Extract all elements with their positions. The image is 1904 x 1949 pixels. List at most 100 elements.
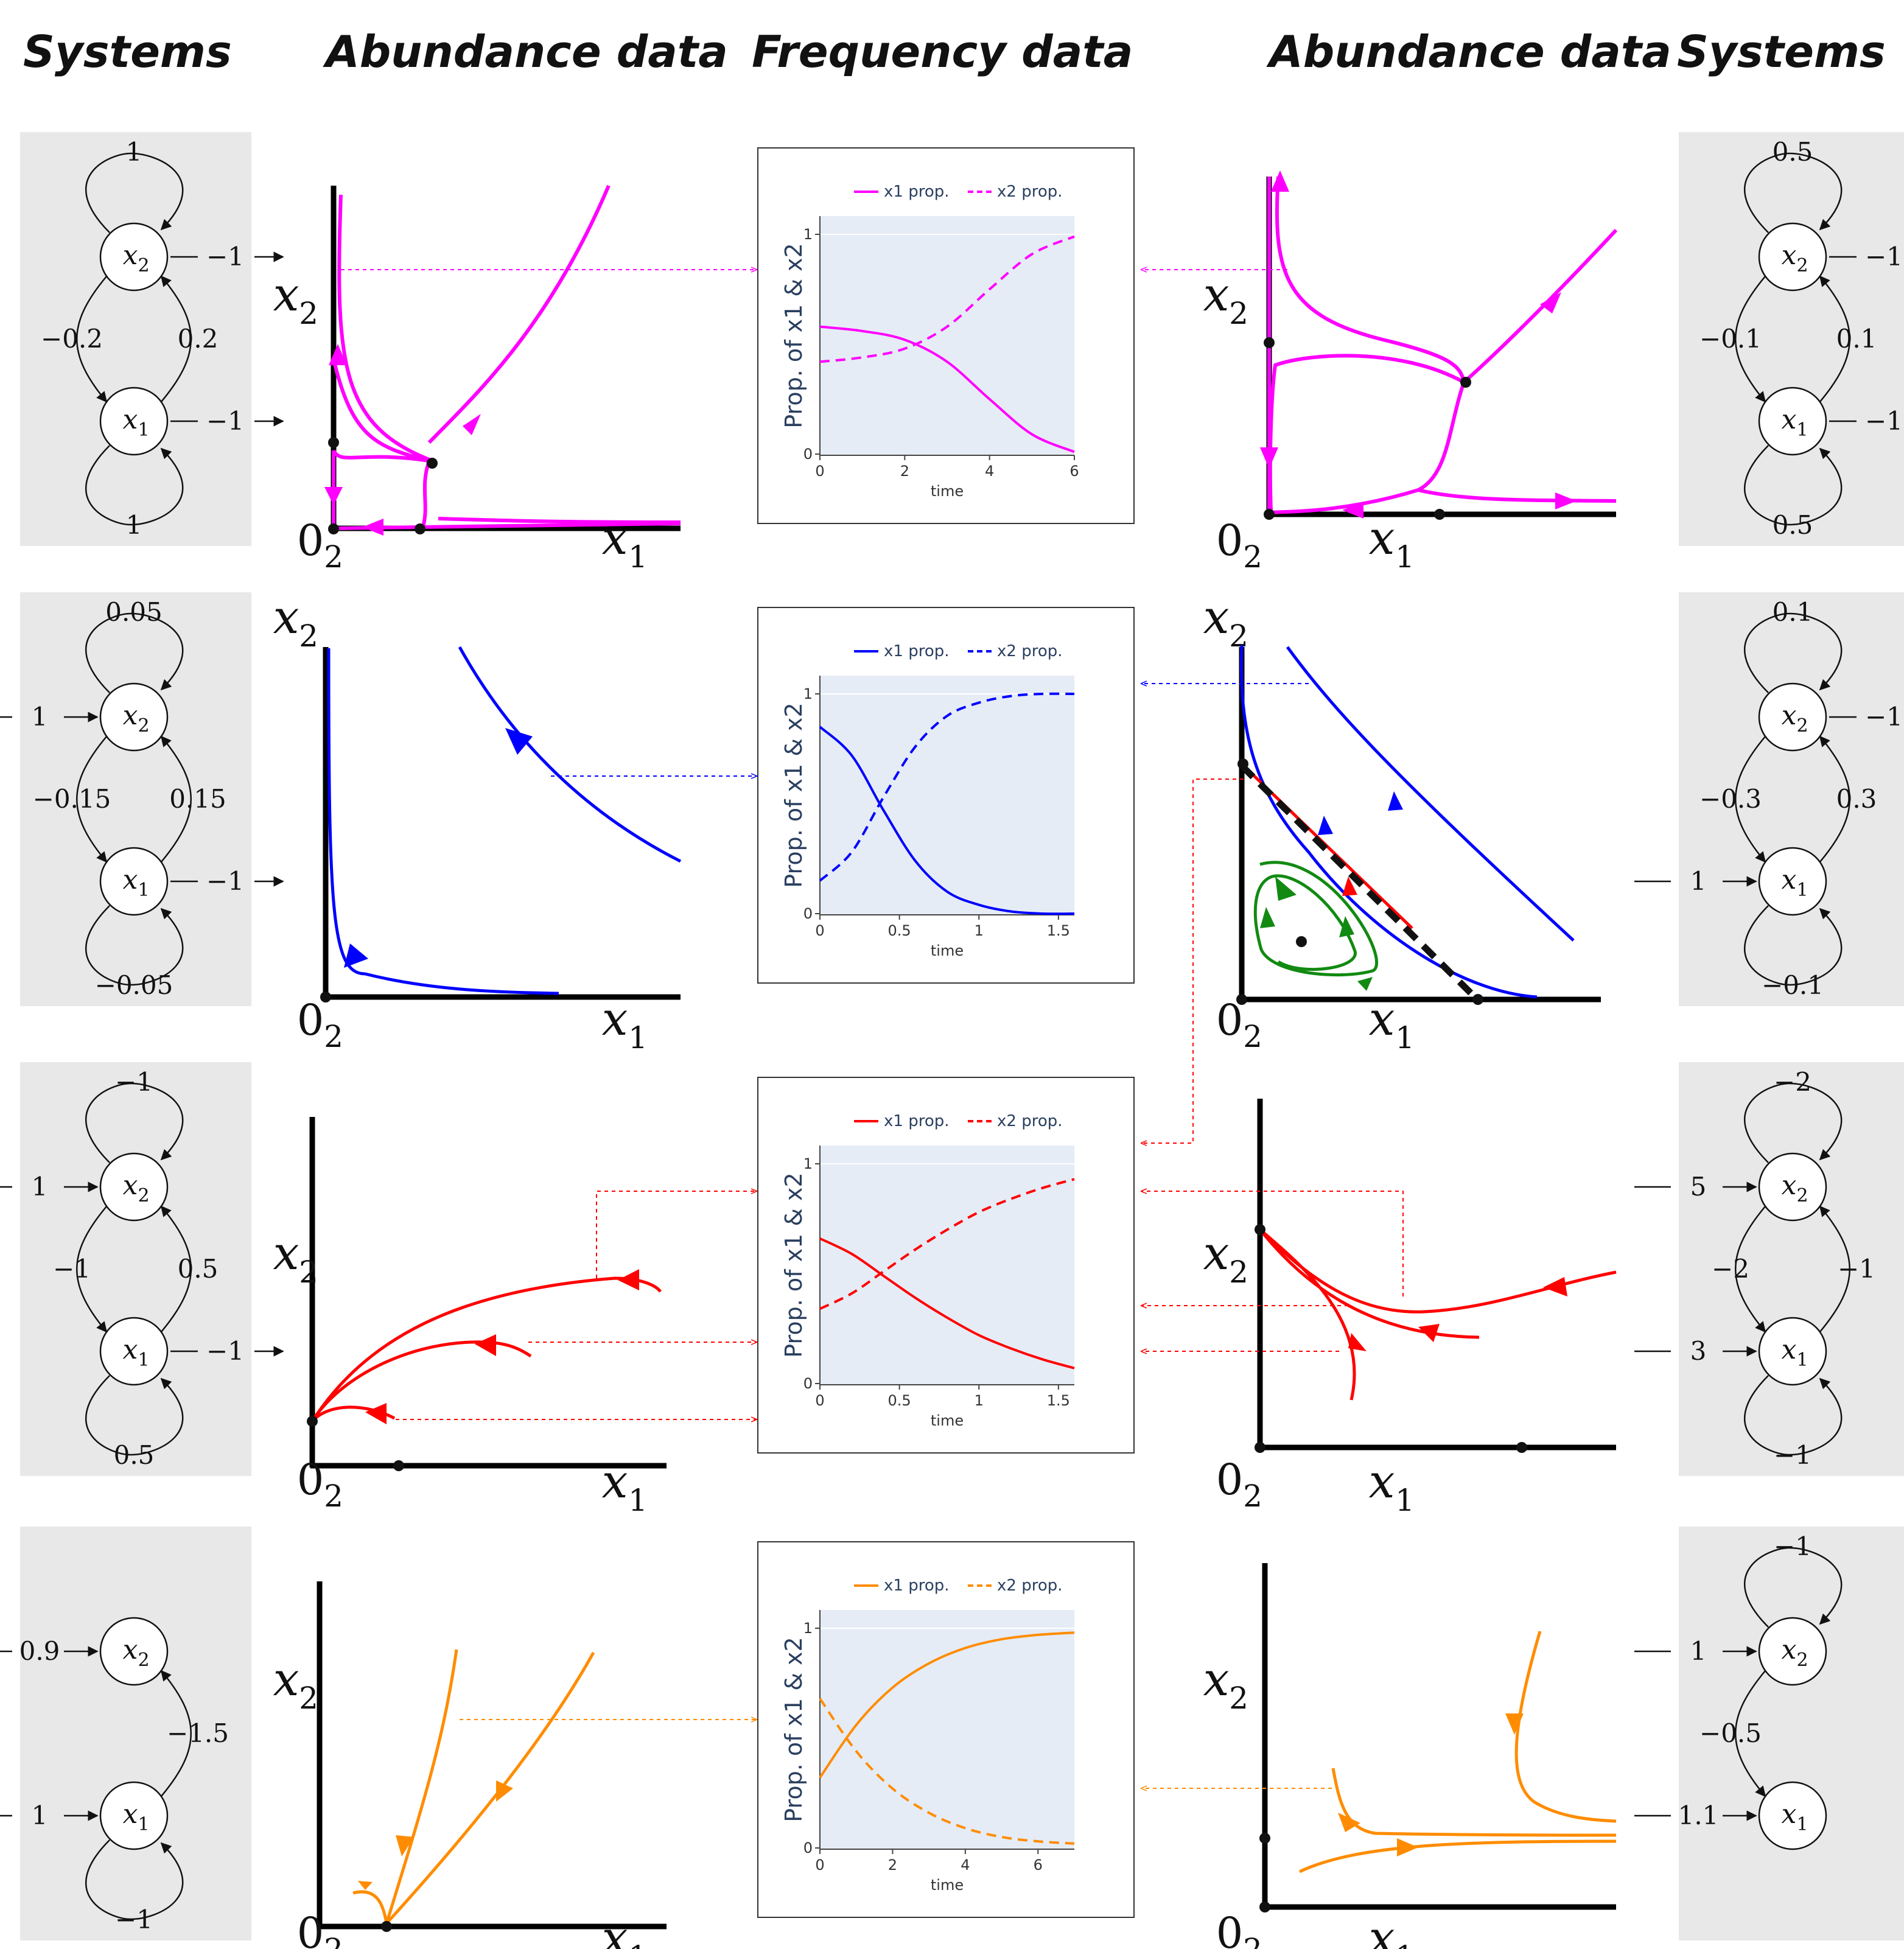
self-loop-x2 — [1744, 1082, 1843, 1163]
trajectory — [1275, 176, 1466, 383]
legend-label-x2: x2 prop. — [997, 642, 1063, 660]
arrowhead — [1388, 791, 1403, 811]
origin-subscript: 2 — [1243, 1019, 1262, 1054]
node-x1 — [99, 847, 169, 916]
arrowhead — [344, 943, 368, 968]
node-x1-subscript: 1 — [1796, 1349, 1808, 1371]
arrowhead — [324, 487, 343, 505]
self-weight-x2: 0.1 — [1773, 597, 1813, 627]
x1-rate: −1 — [1865, 406, 1903, 436]
trajectory — [427, 184, 611, 444]
node-x2 — [1758, 1617, 1827, 1686]
legend-label-x2: x2 prop. — [997, 1576, 1063, 1595]
trajectory — [1298, 1839, 1617, 1874]
x-axis-title: time — [931, 1412, 964, 1429]
portrait-left-row1-points — [328, 437, 438, 534]
node-x2-label: x — [1782, 240, 1797, 271]
x-tick-label: 4 — [985, 463, 994, 480]
arrowhead — [463, 414, 481, 435]
portrait-right-row4-arrows — [1338, 1713, 1524, 1856]
trajectory — [1463, 228, 1618, 384]
series-line-x1 — [819, 325, 1075, 453]
legend-label-x1: x1 prop. — [884, 183, 950, 201]
arrowhead — [1275, 877, 1297, 901]
trajectory — [1259, 1228, 1356, 1401]
system-diagram-left-row3: −10.5−1 0.51−1x 2x 1 — [0, 1062, 284, 1476]
node-x1-label: x — [123, 404, 138, 435]
x-tick-label: 1.5 — [1047, 1392, 1070, 1409]
y-tick-label: 1 — [803, 1155, 813, 1172]
edge-x2-to-x1 — [1735, 736, 1766, 863]
x2-axis-label: x — [1203, 590, 1230, 644]
self-weight-x1: 1 — [126, 510, 142, 540]
system-panel — [20, 592, 251, 1006]
equilibrium-point — [1236, 994, 1247, 1005]
origin-label: 0 — [297, 516, 324, 565]
x1-axis-label: x — [602, 511, 628, 565]
origin-subscript: 2 — [324, 539, 343, 575]
x2-rate: 1 — [32, 702, 48, 732]
header-abundance-left: Abundance data — [323, 26, 728, 77]
equilibrium-point — [1472, 994, 1483, 1005]
self-loop-x1 — [85, 1839, 184, 1920]
x1-rate: 3 — [1690, 1336, 1707, 1366]
origin-subscript: 2 — [1243, 1932, 1262, 1949]
edge-weight-x2-to-x1: −0.15 — [33, 784, 111, 814]
node-x2-subscript: 2 — [1796, 255, 1808, 276]
system-panel — [20, 1527, 251, 1940]
portrait-left-row1-arrows — [324, 344, 481, 536]
arrowhead — [362, 519, 383, 536]
phase-portrait-6: x 2x 10 2 — [1203, 1099, 1616, 1518]
x2-axis-label: x — [273, 1226, 299, 1280]
frequency-chart-row1: 0 1 0 2 4 6 time Prop. of x1 & x2 x1 prop. x2 pro… — [757, 147, 1135, 524]
equilibrium-point — [1259, 1902, 1270, 1912]
connector — [1141, 779, 1244, 1143]
y-axis-title: Prop. of x1 & x2 — [780, 243, 807, 428]
equilibrium-point — [328, 523, 339, 534]
arrowhead — [396, 1835, 414, 1856]
x1-axis-label: x — [1369, 1454, 1395, 1508]
connector-row3-left-a — [596, 1191, 757, 1278]
trajectory — [334, 522, 681, 530]
trajectory — [1259, 1228, 1617, 1314]
node-x1-label: x — [123, 1799, 138, 1830]
portrait-right-row2 — [1141, 645, 1575, 1143]
node-x2 — [99, 682, 169, 752]
system-panel — [1679, 132, 1904, 546]
node-x2 — [1758, 222, 1827, 292]
x2-axis-label: x — [273, 590, 299, 644]
equilibrium-point — [328, 437, 339, 448]
equilibrium-point — [381, 1921, 392, 1932]
equilibrium-point — [1264, 337, 1275, 348]
origin-subscript: 2 — [1243, 539, 1262, 575]
self-loop-x1 — [85, 905, 184, 986]
trajectory — [1259, 1228, 1480, 1339]
portrait-right-row1-points — [1264, 337, 1471, 520]
portrait-left-row1 — [332, 184, 681, 530]
header-abundance-right: Abundance data — [1266, 26, 1671, 77]
origin-label: 0 — [297, 995, 324, 1045]
self-loop-x1 — [85, 1375, 184, 1456]
x1-axis-subscript: 1 — [1395, 1939, 1415, 1949]
node-x2 — [99, 222, 169, 292]
arrowhead — [618, 1269, 639, 1290]
node-x1-subscript: 1 — [138, 880, 149, 901]
arrowhead — [358, 1881, 373, 1890]
origin-subscript: 2 — [324, 1478, 343, 1514]
x-axis-title: time — [931, 942, 964, 959]
node-x2-subscript: 2 — [138, 255, 149, 276]
trajectory — [458, 646, 682, 863]
x1-rate: 1 — [32, 1800, 48, 1830]
x-axis-title: time — [931, 483, 964, 500]
self-weight-x2: 1 — [126, 137, 142, 167]
x-tick-label: 1 — [975, 922, 984, 939]
y-tick-label: 1 — [803, 685, 813, 702]
series-line-x2 — [819, 1178, 1075, 1310]
node-x2 — [1758, 1152, 1827, 1222]
arrowhead — [1260, 447, 1278, 469]
y-axis-title: Prop. of x1 & x2 — [780, 1637, 807, 1822]
equilibrium-point — [1237, 758, 1248, 769]
portrait-left-row3-points — [307, 1416, 404, 1471]
self-weight-x1: −0.1 — [1762, 970, 1824, 1000]
